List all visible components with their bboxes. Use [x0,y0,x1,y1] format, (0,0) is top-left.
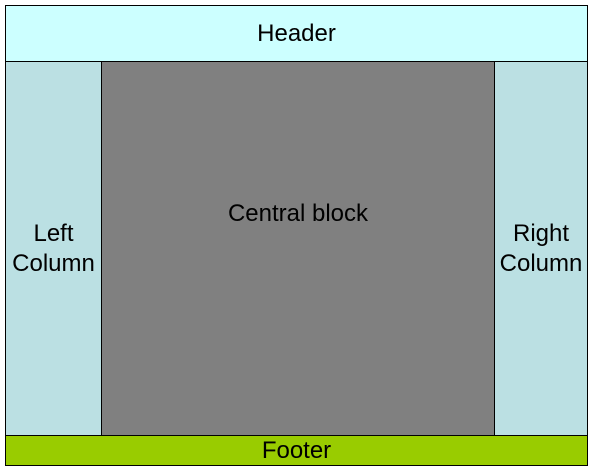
header-label: Header [257,19,336,47]
layout-diagram: Header Left Column Central block Right C… [5,5,588,466]
right-column-label: Right Column [499,220,583,277]
right-column-block: Right Column [494,62,587,435]
left-column-label: Left Column [12,220,95,277]
footer-block: Footer [6,435,587,465]
header-block: Header [6,6,587,62]
left-column-block: Left Column [6,62,102,435]
central-block-label: Central block [227,200,369,227]
central-block: Central block [102,62,494,435]
footer-label: Footer [261,436,332,464]
